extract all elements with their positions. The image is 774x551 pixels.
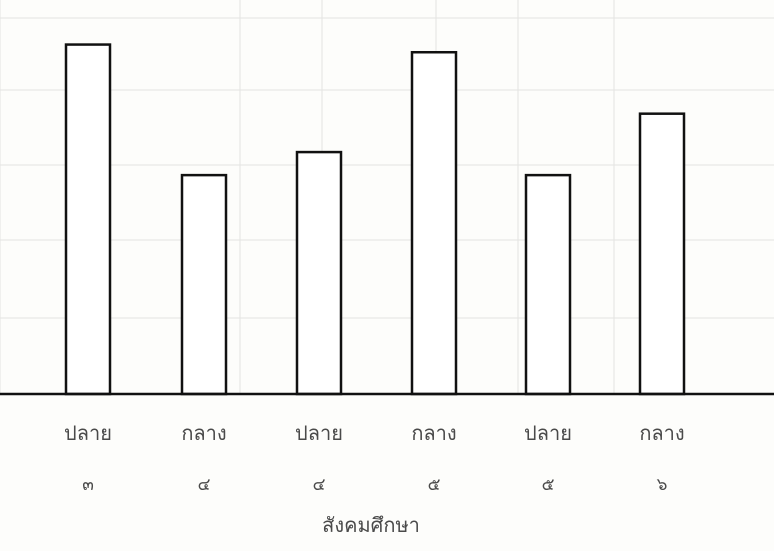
bar [524,173,572,396]
bar [180,173,228,396]
x-tick-label: ปลาย [524,421,572,445]
bar [64,43,112,396]
x-tick-label: ปลาย [64,421,112,445]
x-tick-label-number: ๕ [428,475,441,495]
x-tick-label-number: ๔ [313,475,326,495]
x-tick-label-number: ๓ [82,475,94,495]
bar [410,50,458,396]
x-tick-label: กลาง [639,421,684,445]
x-tick-label: ปลาย [295,421,343,445]
x-tick-label: กลาง [181,421,226,445]
x-tick-label-number: ๖ [657,475,668,495]
x-tick-label-number: ๔ [198,475,211,495]
bars [64,43,686,396]
bar [638,112,686,396]
x-tick-label-number: ๕ [542,475,555,495]
bar [295,150,343,396]
x-axis-label: สังคมศึกษา [322,513,420,537]
x-tick-label: กลาง [411,421,456,445]
